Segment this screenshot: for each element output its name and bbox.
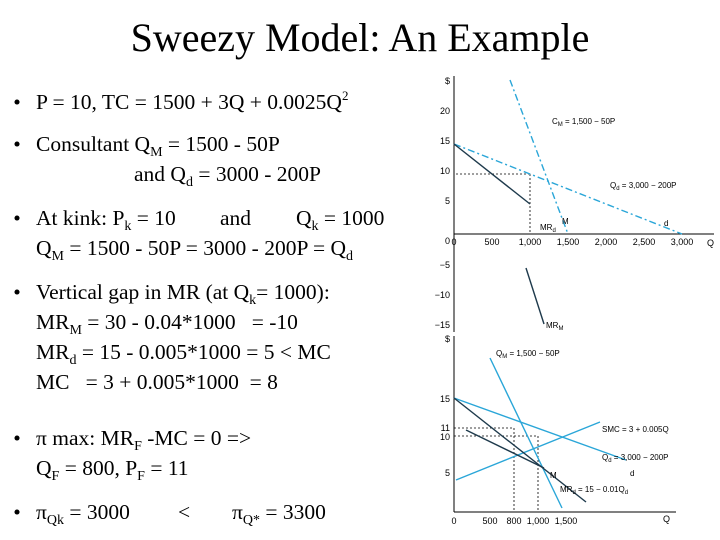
label-mrm: MRM (546, 321, 563, 332)
label-qd: Qd = 3,000 − 200P (602, 453, 669, 464)
x-axis-label: Q (663, 514, 670, 524)
bullet-text: At kink: Pk = 10 (36, 206, 176, 234)
label-m: M (562, 217, 569, 226)
x-tick-label: 1,500 (557, 237, 580, 247)
slide-title: Sweezy Model: An Example (130, 15, 590, 60)
bullet-dot: • (13, 500, 21, 524)
bullet-text: πQ* = 3300 (232, 500, 326, 528)
x-tick-labels: 0 500 800 1,000 1,500 (451, 516, 577, 526)
bullet-dot: • (13, 206, 21, 230)
x-tick-label: 500 (482, 516, 497, 526)
y-unit-label: $ (445, 334, 450, 344)
series-qd (453, 397, 627, 461)
bullet-text: MRd = 15 - 0.005*1000 = 5 < MC (36, 340, 331, 368)
y-tick-label: 10 (440, 432, 450, 442)
y-tick-label: 5 (445, 468, 450, 478)
bullet-text: MC = 3 + 0.005*1000 = 8 (36, 370, 278, 394)
bullet-text: MRM = 30 - 0.04*1000 = -10 (36, 310, 298, 338)
series-qm (489, 357, 563, 509)
x-tick-label: 0 (451, 237, 456, 247)
bullet-text: π max: MRF -MC = 0 => (36, 426, 252, 454)
series-mrm (525, 267, 545, 325)
series-mrd (453, 143, 531, 205)
x-tick-label: 800 (506, 516, 521, 526)
y-tick-labels: 20 15 10 5 0 −5 −10 −15 (435, 106, 450, 330)
label-mrd: MRd (540, 223, 556, 234)
series-smc (455, 421, 601, 481)
label-d: d (664, 219, 668, 228)
bullet-text: < (178, 500, 191, 524)
y-tick-label: −10 (435, 290, 450, 300)
y-tick-label: 10 (440, 166, 450, 176)
label-d: d (630, 469, 634, 478)
label-smc: SMC = 3 + 0.005Q (602, 425, 669, 434)
x-tick-label: 1,000 (519, 237, 542, 247)
bullet-text: πQk = 3000 (36, 500, 130, 528)
bullet-text: P = 10, TC = 1500 + 3Q + 0.0025Q2 (36, 88, 349, 114)
x-tick-label: 0 (451, 516, 456, 526)
series-m (465, 429, 545, 469)
bullet-text: QM = 1500 - 50P = 3000 - 200P = Qd (36, 236, 354, 264)
bullet-text: and (220, 206, 252, 230)
series-qd-demand (453, 143, 683, 235)
x-tick-label: 1,000 (527, 516, 550, 526)
bullet-text: and Qd = 3000 - 200P (134, 162, 321, 190)
y-tick-label: 0 (445, 236, 450, 246)
bullet-dot: • (13, 90, 21, 114)
y-tick-label: 15 (440, 136, 450, 146)
chart-profit-max: $ Q 15 11 10 5 0 500 800 1,000 1,500 QM … (440, 334, 676, 526)
y-tick-label: −5 (440, 260, 450, 270)
y-tick-labels: 15 11 10 5 (440, 394, 450, 478)
chart-kinked-demand: $ Q 20 15 10 5 0 −5 −10 −15 0 500 1,000 … (435, 76, 714, 332)
x-tick-labels: 0 500 1,000 1,500 2,000 2,500 3,000 (451, 237, 693, 247)
bullet-text: Vertical gap in MR (at Qk= 1000): (36, 280, 330, 308)
bullet-dot: • (13, 426, 21, 450)
bullet-text: Consultant QM = 1500 - 50P (36, 132, 280, 160)
series-mrd (453, 397, 587, 503)
label-mrd: MRd = 15 − 0.01Qd (560, 485, 628, 496)
y-tick-label: 11 (441, 423, 450, 433)
bullet-dot: • (13, 280, 21, 304)
x-axis-label: Q (707, 238, 714, 248)
x-tick-label: 500 (484, 237, 499, 247)
y-tick-label: 5 (445, 196, 450, 206)
y-tick-label: −15 (435, 320, 450, 330)
x-tick-label: 1,500 (555, 516, 578, 526)
bullet-text: QF = 800, PF = 11 (36, 456, 189, 484)
x-tick-label: 2,500 (633, 237, 656, 247)
bullet-text: Qk = 1000 (296, 206, 385, 234)
label-m: M (550, 471, 557, 480)
x-tick-label: 2,000 (595, 237, 618, 247)
y-tick-label: 20 (440, 106, 450, 116)
series-cm-demand (509, 79, 569, 235)
y-tick-label: 15 (440, 394, 450, 404)
label-qm: QM = 1,500 − 50P (496, 349, 560, 360)
label-cm: CM = 1,500 − 50P (552, 117, 615, 128)
label-qd: Qd = 3,000 − 200P (610, 181, 677, 192)
x-tick-label: 3,000 (671, 237, 694, 247)
y-unit-label: $ (445, 76, 450, 86)
bullet-dot: • (13, 132, 21, 156)
